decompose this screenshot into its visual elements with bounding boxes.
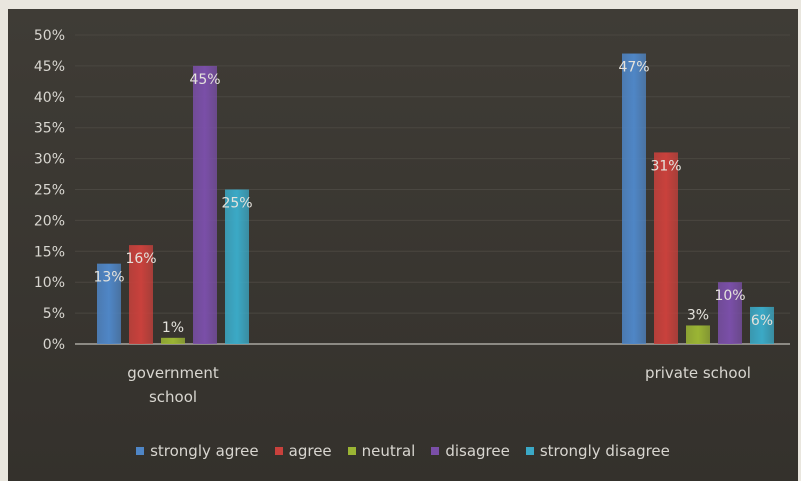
bar	[193, 65, 217, 345]
legend-swatch	[431, 447, 440, 455]
y-tick-label: 35%	[34, 121, 65, 137]
y-tick-label: 5%	[43, 306, 65, 322]
y-tick-label: 45%	[34, 59, 65, 75]
data-label: 6%	[751, 313, 773, 329]
data-label: 1%	[162, 320, 184, 336]
y-tick-label: 40%	[34, 90, 65, 106]
legend-item: agree	[274, 442, 332, 460]
data-label: 13%	[93, 270, 124, 286]
legend-label: strongly agree	[150, 442, 259, 460]
chart-legend: strongly agree agree neutral disagree strong…	[8, 437, 798, 465]
data-label: 16%	[125, 251, 156, 267]
legend-item: neutral	[347, 442, 416, 460]
legend-label: strongly disagree	[539, 442, 670, 460]
x-category-label: private school	[645, 364, 751, 382]
bar	[718, 282, 742, 344]
legend-swatch	[347, 447, 356, 455]
data-label: 45%	[189, 72, 220, 88]
data-label: 25%	[221, 196, 252, 212]
bar	[161, 337, 185, 344]
data-label: 47%	[618, 60, 649, 76]
legend-label: neutral	[361, 442, 416, 460]
legend-item: disagree	[431, 442, 510, 460]
x-category-label: government school	[127, 364, 219, 406]
y-tick-label: 20%	[34, 213, 65, 229]
legend-swatch	[274, 447, 283, 455]
legend-item: strongly agree	[136, 442, 259, 460]
legend-label: agree	[288, 442, 332, 460]
bar	[654, 152, 678, 344]
legend-swatch	[136, 447, 145, 455]
bar	[686, 325, 710, 344]
y-tick-label: 25%	[34, 183, 65, 199]
bar	[129, 245, 153, 344]
bar	[750, 306, 774, 344]
y-tick-label: 15%	[34, 244, 65, 260]
legend-item: strongly disagree	[525, 442, 670, 460]
data-label: 10%	[714, 288, 745, 304]
y-tick-label: 10%	[34, 275, 65, 291]
data-label: 3%	[687, 307, 709, 323]
y-tick-label: 0%	[43, 337, 65, 353]
bar	[622, 53, 646, 344]
y-tick-label: 50%	[34, 28, 65, 44]
legend-label: disagree	[445, 442, 510, 460]
bar	[97, 263, 121, 344]
y-tick-label: 30%	[34, 152, 65, 168]
legend-swatch	[525, 447, 534, 455]
bar	[225, 189, 249, 344]
data-label: 31%	[650, 158, 681, 174]
